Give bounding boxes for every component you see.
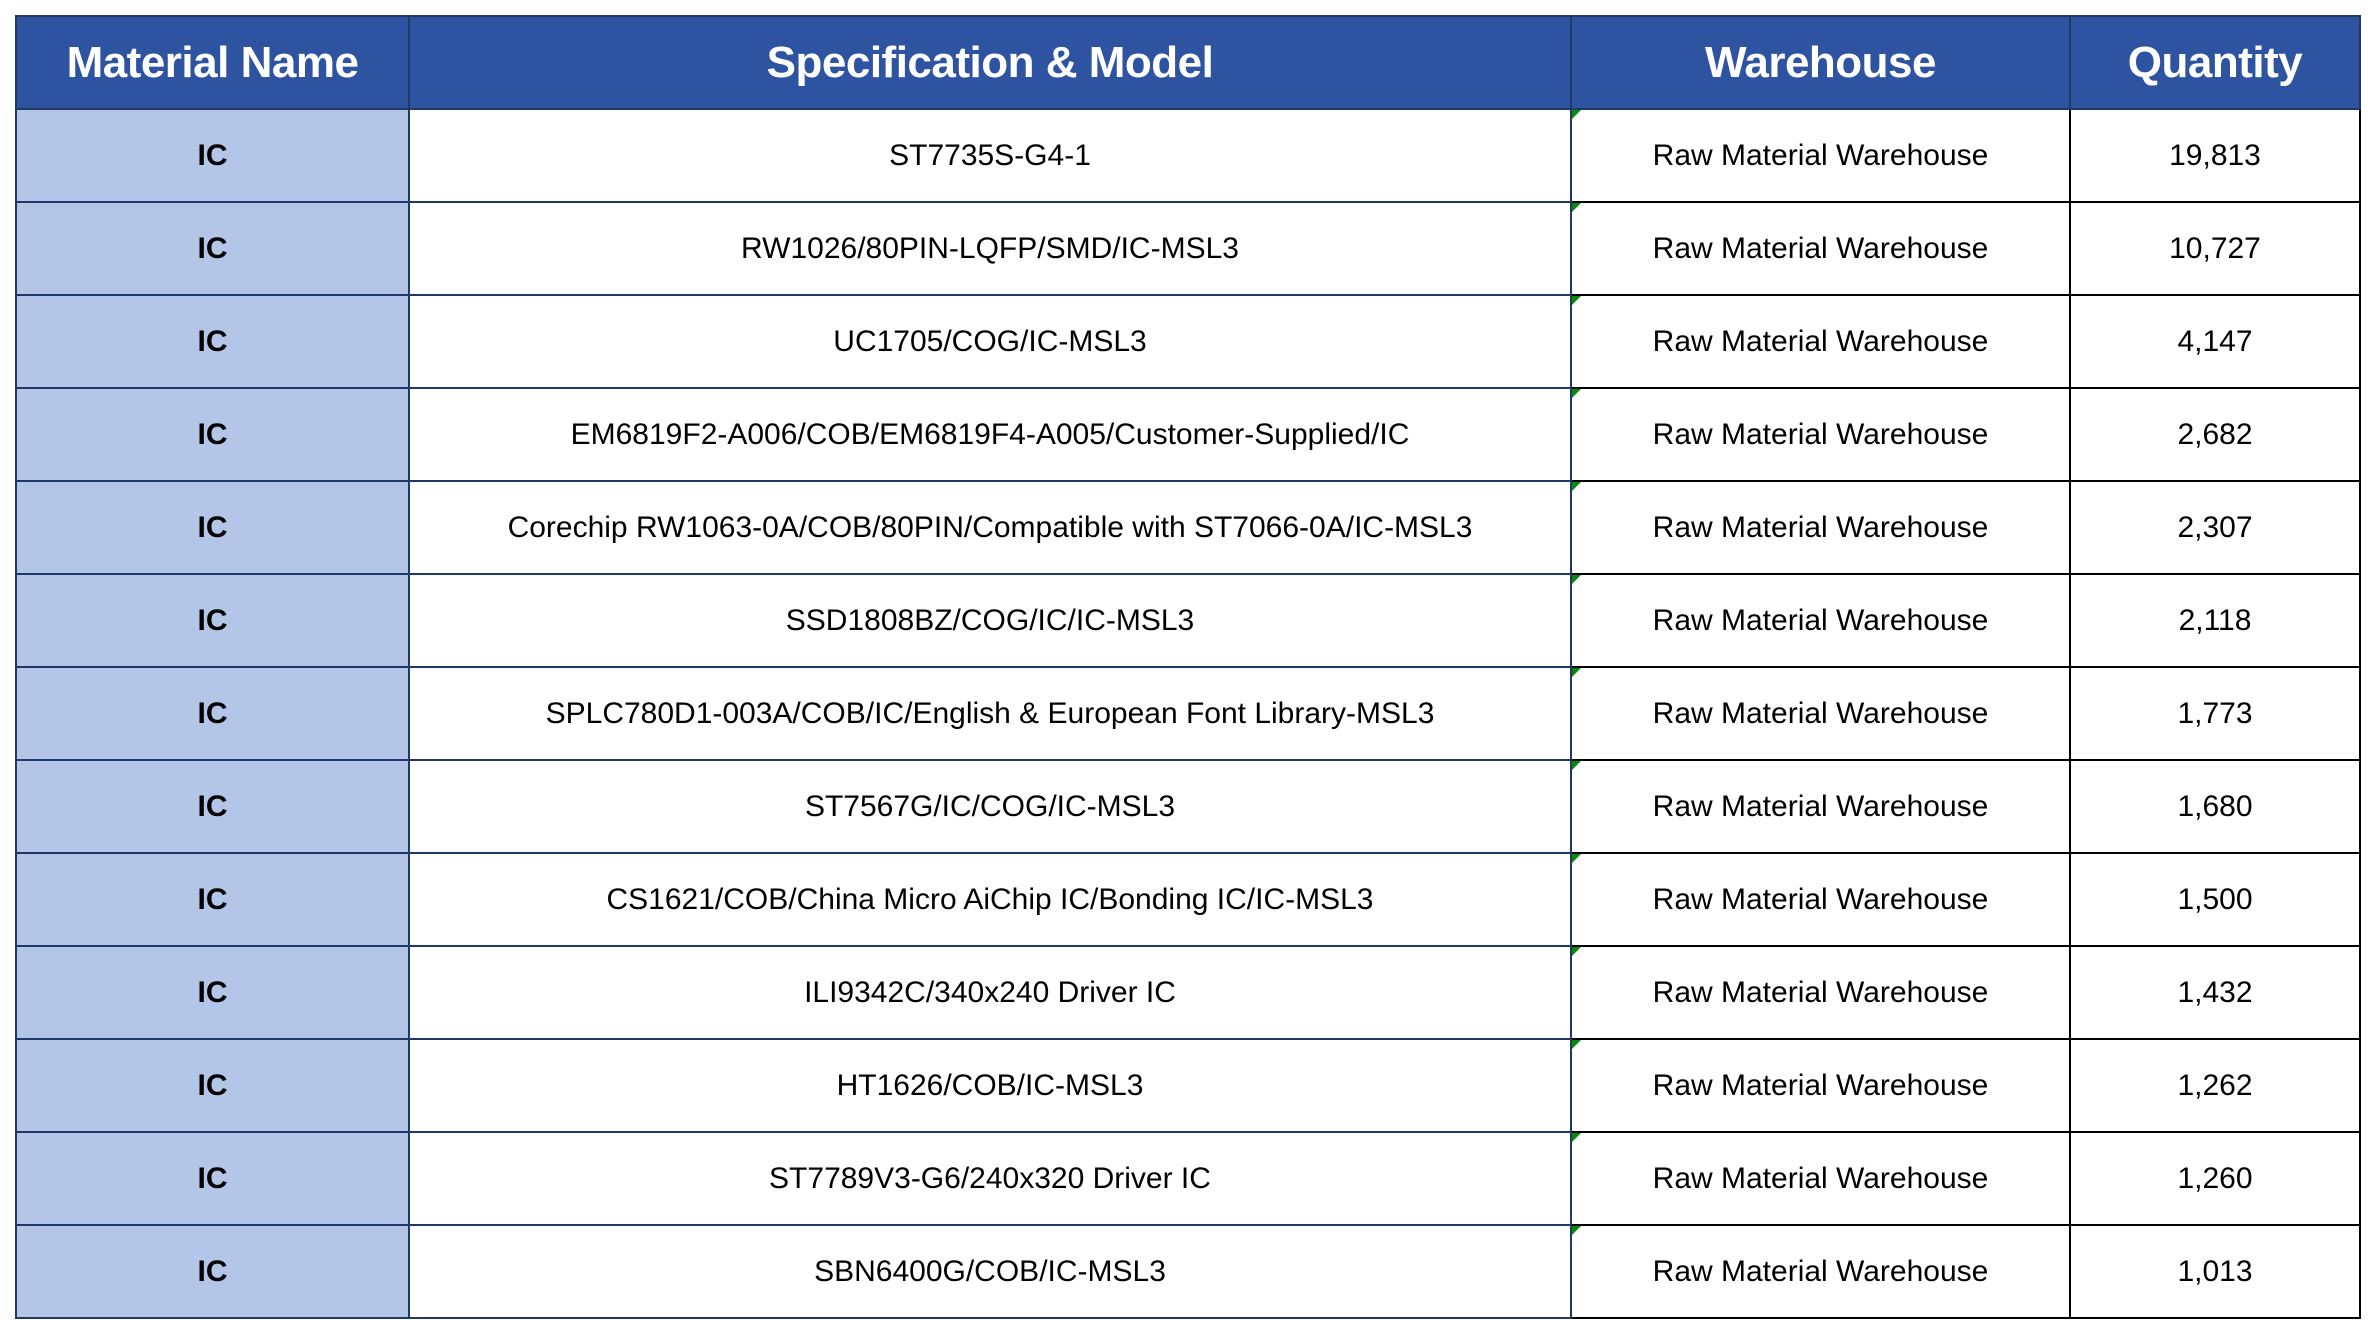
- quantity-cell[interactable]: 19,813: [2069, 108, 2361, 203]
- error-indicator-icon: [1572, 761, 1581, 770]
- table-row: IC SPLC780D1-003A/COB/IC/English & Europe…: [15, 666, 2361, 761]
- inventory-table: Material Name Specification & Model Ware…: [15, 15, 2361, 1319]
- quantity-cell[interactable]: 1,500: [2069, 852, 2361, 947]
- material-name-cell[interactable]: IC: [15, 1224, 410, 1319]
- specification-cell[interactable]: HT1626/COB/IC-MSL3: [408, 1038, 1572, 1133]
- error-indicator-icon: [1572, 854, 1581, 863]
- specification-cell[interactable]: SPLC780D1-003A/COB/IC/English & European…: [408, 666, 1572, 761]
- warehouse-cell[interactable]: Raw Material Warehouse: [1570, 1224, 2071, 1319]
- table-row: IC SBN6400G/COB/IC-MSL3 Raw Material Wareh…: [15, 1224, 2361, 1319]
- warehouse-cell[interactable]: Raw Material Warehouse: [1570, 387, 2071, 482]
- table-row: IC HT1626/COB/IC-MSL3 Raw Material Warehou…: [15, 1038, 2361, 1133]
- quantity-cell[interactable]: 2,682: [2069, 387, 2361, 482]
- specification-cell[interactable]: ILI9342C/340x240 Driver IC: [408, 945, 1572, 1040]
- warehouse-text: Raw Material Warehouse: [1652, 231, 1989, 265]
- warehouse-cell[interactable]: Raw Material Warehouse: [1570, 852, 2071, 947]
- header-row: Material Name Specification & Model Ware…: [15, 15, 2361, 110]
- quantity-cell[interactable]: 2,118: [2069, 573, 2361, 668]
- material-name-cell[interactable]: IC: [15, 294, 410, 389]
- quantity-cell[interactable]: 1,432: [2069, 945, 2361, 1040]
- material-name-cell[interactable]: IC: [15, 573, 410, 668]
- material-name-cell[interactable]: IC: [15, 387, 410, 482]
- material-name-cell[interactable]: IC: [15, 1038, 410, 1133]
- error-indicator-icon: [1572, 482, 1581, 491]
- specification-cell[interactable]: SSD1808BZ/COG/IC/IC-MSL3: [408, 573, 1572, 668]
- error-indicator-icon: [1572, 1226, 1581, 1235]
- specification-cell[interactable]: UC1705/COG/IC-MSL3: [408, 294, 1572, 389]
- warehouse-cell[interactable]: Raw Material Warehouse: [1570, 759, 2071, 854]
- error-indicator-icon: [1572, 575, 1581, 584]
- warehouse-text: Raw Material Warehouse: [1652, 603, 1989, 637]
- warehouse-cell[interactable]: Raw Material Warehouse: [1570, 201, 2071, 296]
- material-name-cell[interactable]: IC: [15, 480, 410, 575]
- material-name-cell[interactable]: IC: [15, 666, 410, 761]
- material-name-cell[interactable]: IC: [15, 108, 410, 203]
- warehouse-cell[interactable]: Raw Material Warehouse: [1570, 294, 2071, 389]
- material-name-cell[interactable]: IC: [15, 1131, 410, 1226]
- warehouse-cell[interactable]: Raw Material Warehouse: [1570, 480, 2071, 575]
- specification-cell[interactable]: RW1026/80PIN-LQFP/SMD/IC-MSL3: [408, 201, 1572, 296]
- table-row: IC EM6819F2-A006/COB/EM6819F4-A005/Custom…: [15, 387, 2361, 482]
- warehouse-text: Raw Material Warehouse: [1652, 417, 1989, 451]
- table-row: IC UC1705/COG/IC-MSL3 Raw Material Warehou…: [15, 294, 2361, 389]
- warehouse-text: Raw Material Warehouse: [1652, 1161, 1989, 1195]
- header-warehouse: Warehouse: [1570, 15, 2071, 110]
- table-row: IC SSD1808BZ/COG/IC/IC-MSL3 Raw Material W…: [15, 573, 2361, 668]
- quantity-cell[interactable]: 1,262: [2069, 1038, 2361, 1133]
- error-indicator-icon: [1572, 668, 1581, 677]
- specification-cell[interactable]: Corechip RW1063-0A/COB/80PIN/Compatible …: [408, 480, 1572, 575]
- warehouse-text: Raw Material Warehouse: [1652, 882, 1989, 916]
- warehouse-text: Raw Material Warehouse: [1652, 975, 1989, 1009]
- warehouse-cell[interactable]: Raw Material Warehouse: [1570, 108, 2071, 203]
- warehouse-text: Raw Material Warehouse: [1652, 696, 1989, 730]
- warehouse-text: Raw Material Warehouse: [1652, 510, 1989, 544]
- error-indicator-icon: [1572, 1040, 1581, 1049]
- error-indicator-icon: [1572, 389, 1581, 398]
- quantity-cell[interactable]: 1,260: [2069, 1131, 2361, 1226]
- table-row: IC ST7789V3-G6/240x320 Driver IC Raw Mater…: [15, 1131, 2361, 1226]
- warehouse-text: Raw Material Warehouse: [1652, 789, 1989, 823]
- warehouse-cell[interactable]: Raw Material Warehouse: [1570, 945, 2071, 1040]
- table-row: IC ST7567G/IC/COG/IC-MSL3 Raw Material War…: [15, 759, 2361, 854]
- warehouse-text: Raw Material Warehouse: [1652, 1254, 1989, 1288]
- table-row: IC CS1621/COB/China Micro AiChip IC/Bondi…: [15, 852, 2361, 947]
- quantity-cell[interactable]: 1,773: [2069, 666, 2361, 761]
- error-indicator-icon: [1572, 1133, 1581, 1142]
- error-indicator-icon: [1572, 947, 1581, 956]
- specification-cell[interactable]: ST7567G/IC/COG/IC-MSL3: [408, 759, 1572, 854]
- material-name-cell[interactable]: IC: [15, 201, 410, 296]
- quantity-cell[interactable]: 2,307: [2069, 480, 2361, 575]
- material-name-cell[interactable]: IC: [15, 759, 410, 854]
- quantity-cell[interactable]: 10,727: [2069, 201, 2361, 296]
- quantity-cell[interactable]: 1,680: [2069, 759, 2361, 854]
- specification-cell[interactable]: ST7735S-G4-1: [408, 108, 1572, 203]
- warehouse-cell[interactable]: Raw Material Warehouse: [1570, 1038, 2071, 1133]
- quantity-cell[interactable]: 4,147: [2069, 294, 2361, 389]
- table-row: IC Corechip RW1063-0A/COB/80PIN/Compatibl…: [15, 480, 2361, 575]
- error-indicator-icon: [1572, 203, 1581, 212]
- error-indicator-icon: [1572, 296, 1581, 305]
- header-quantity: Quantity: [2069, 15, 2361, 110]
- header-material-name: Material Name: [15, 15, 410, 110]
- table-row: IC ST7735S-G4-1 Raw Material Warehouse 19,8…: [15, 108, 2361, 203]
- specification-cell[interactable]: CS1621/COB/China Micro AiChip IC/Bonding…: [408, 852, 1572, 947]
- warehouse-cell[interactable]: Raw Material Warehouse: [1570, 1131, 2071, 1226]
- material-name-cell[interactable]: IC: [15, 852, 410, 947]
- table-row: IC RW1026/80PIN-LQFP/SMD/IC-MSL3 Raw Mater…: [15, 201, 2361, 296]
- specification-cell[interactable]: SBN6400G/COB/IC-MSL3: [408, 1224, 1572, 1319]
- specification-cell[interactable]: ST7789V3-G6/240x320 Driver IC: [408, 1131, 1572, 1226]
- header-specification: Specification & Model: [408, 15, 1572, 110]
- material-name-cell[interactable]: IC: [15, 945, 410, 1040]
- warehouse-cell[interactable]: Raw Material Warehouse: [1570, 573, 2071, 668]
- quantity-cell[interactable]: 1,013: [2069, 1224, 2361, 1319]
- warehouse-cell[interactable]: Raw Material Warehouse: [1570, 666, 2071, 761]
- warehouse-text: Raw Material Warehouse: [1652, 324, 1989, 358]
- warehouse-text: Raw Material Warehouse: [1652, 138, 1989, 172]
- table-row: IC ILI9342C/340x240 Driver IC Raw Material…: [15, 945, 2361, 1040]
- specification-cell[interactable]: EM6819F2-A006/COB/EM6819F4-A005/Customer…: [408, 387, 1572, 482]
- warehouse-text: Raw Material Warehouse: [1652, 1068, 1989, 1102]
- error-indicator-icon: [1572, 110, 1581, 119]
